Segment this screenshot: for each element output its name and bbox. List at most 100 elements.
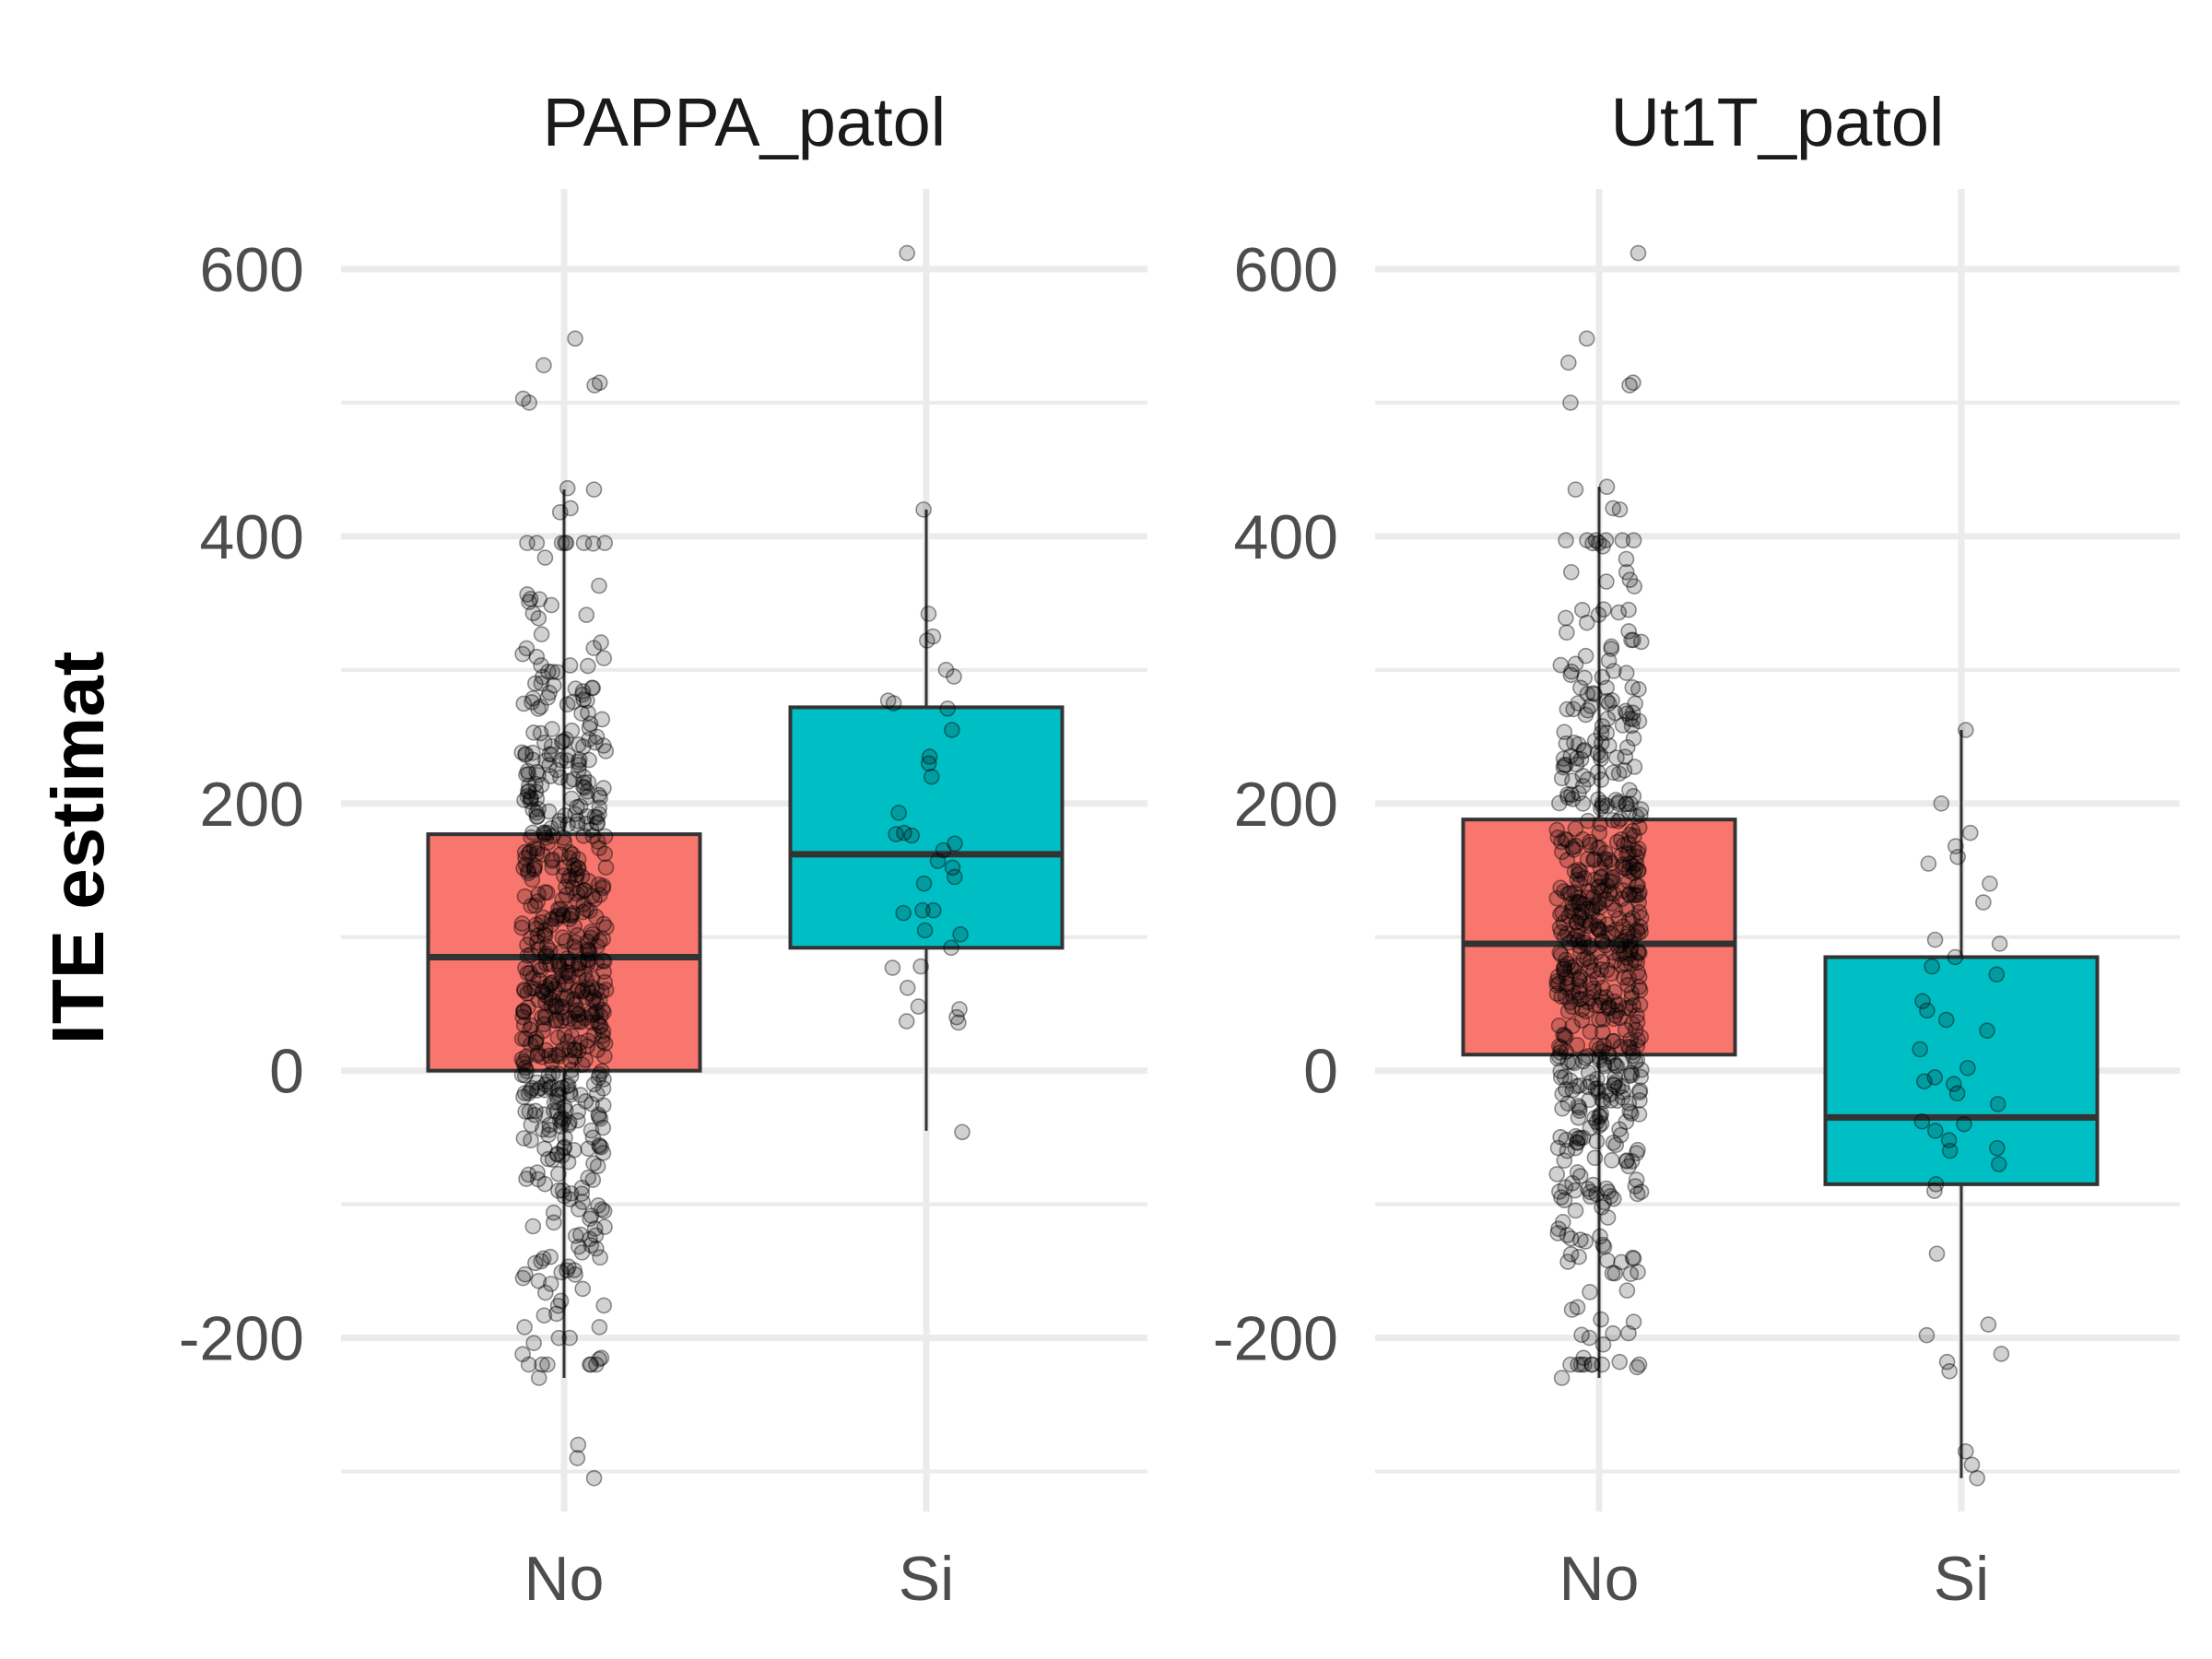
data-point (1595, 1194, 1613, 1211)
data-point (1629, 954, 1646, 971)
data-point (1602, 1188, 1619, 1205)
data-point (1614, 858, 1631, 876)
data-point (530, 610, 547, 627)
data-point (521, 1103, 538, 1120)
data-point (1586, 1110, 1603, 1126)
data-point (1575, 895, 1592, 912)
data-point (521, 777, 537, 794)
data-point (1577, 1003, 1594, 1020)
box-No (426, 489, 702, 1379)
data-point (1559, 924, 1576, 942)
data-point (570, 960, 587, 978)
data-point (1584, 685, 1601, 701)
data-point (515, 1130, 533, 1147)
data-point (533, 914, 550, 931)
data-point (584, 1171, 602, 1188)
data-point (585, 640, 603, 656)
data-point (569, 1001, 585, 1018)
data-point (581, 720, 598, 736)
data-point (1606, 1007, 1624, 1024)
data-point (539, 1356, 556, 1373)
data-point (572, 1226, 589, 1243)
data-point (1594, 1091, 1610, 1108)
data-point (595, 1004, 612, 1021)
data-point (543, 1078, 560, 1096)
data-point (1571, 889, 1587, 906)
data-point (1632, 633, 1650, 651)
data-point (1579, 532, 1595, 549)
data-point (1583, 937, 1599, 955)
data-point (574, 982, 592, 999)
data-point (539, 981, 556, 998)
data-point (555, 1111, 572, 1127)
data-point (1628, 855, 1645, 872)
data-point (1605, 500, 1621, 517)
data-point (1617, 860, 1634, 877)
data-point (581, 942, 598, 959)
data-point (573, 868, 591, 885)
data-point (1556, 883, 1572, 900)
data-point (1599, 877, 1616, 895)
data-point (1624, 679, 1641, 696)
data-point (1579, 771, 1596, 788)
data-point (1623, 984, 1641, 1002)
data-point (1593, 724, 1610, 742)
data-point (1593, 882, 1610, 900)
data-point (529, 1047, 547, 1064)
data-point (542, 1276, 559, 1292)
data-point (1610, 910, 1628, 927)
data-point (1598, 916, 1616, 934)
data-point (1568, 914, 1584, 931)
data-point (1600, 695, 1618, 712)
data-point (1558, 532, 1574, 549)
data-point (1946, 1076, 1962, 1092)
data-point (1632, 1183, 1650, 1200)
data-point (1564, 982, 1582, 1000)
data-point (513, 919, 530, 936)
data-point (1584, 535, 1601, 552)
data-point (1567, 655, 1584, 673)
data-point (513, 744, 531, 761)
data-point (1559, 1253, 1576, 1270)
data-point (1937, 1011, 1955, 1029)
data-point (1624, 1249, 1641, 1266)
data-point (1548, 1166, 1566, 1182)
data-point (551, 812, 568, 830)
data-point (553, 734, 571, 750)
data-point (523, 829, 539, 846)
data-point (912, 958, 929, 975)
data-point (528, 1074, 546, 1091)
data-point (537, 994, 554, 1011)
data-point (536, 1081, 554, 1099)
data-point (1556, 757, 1573, 773)
data-point (559, 479, 576, 497)
data-point (1551, 1183, 1568, 1200)
data-point (1621, 887, 1638, 903)
data-point (583, 888, 601, 905)
data-point (1571, 1168, 1589, 1184)
data-point (1552, 1039, 1570, 1056)
data-point (1621, 710, 1639, 727)
data-point (522, 1036, 539, 1053)
data-point (1613, 1054, 1630, 1071)
data-point (1603, 854, 1620, 872)
data-point (520, 1085, 537, 1101)
data-point (1630, 894, 1647, 912)
y-tick-label: 600 (1234, 235, 1338, 305)
data-point (1615, 882, 1632, 899)
data-point (525, 724, 542, 741)
data-point (1630, 1141, 1646, 1159)
data-point (1618, 795, 1634, 813)
data-point (557, 933, 574, 949)
data-point (528, 920, 545, 937)
data-point (1568, 749, 1585, 767)
data-point (570, 982, 586, 1000)
data-point (549, 907, 567, 924)
data-point (1584, 1176, 1602, 1194)
data-point (560, 850, 578, 866)
data-point (1608, 833, 1626, 851)
data-point (593, 634, 609, 651)
data-point (1616, 762, 1633, 779)
data-point (1574, 830, 1592, 848)
data-point (1624, 704, 1641, 722)
